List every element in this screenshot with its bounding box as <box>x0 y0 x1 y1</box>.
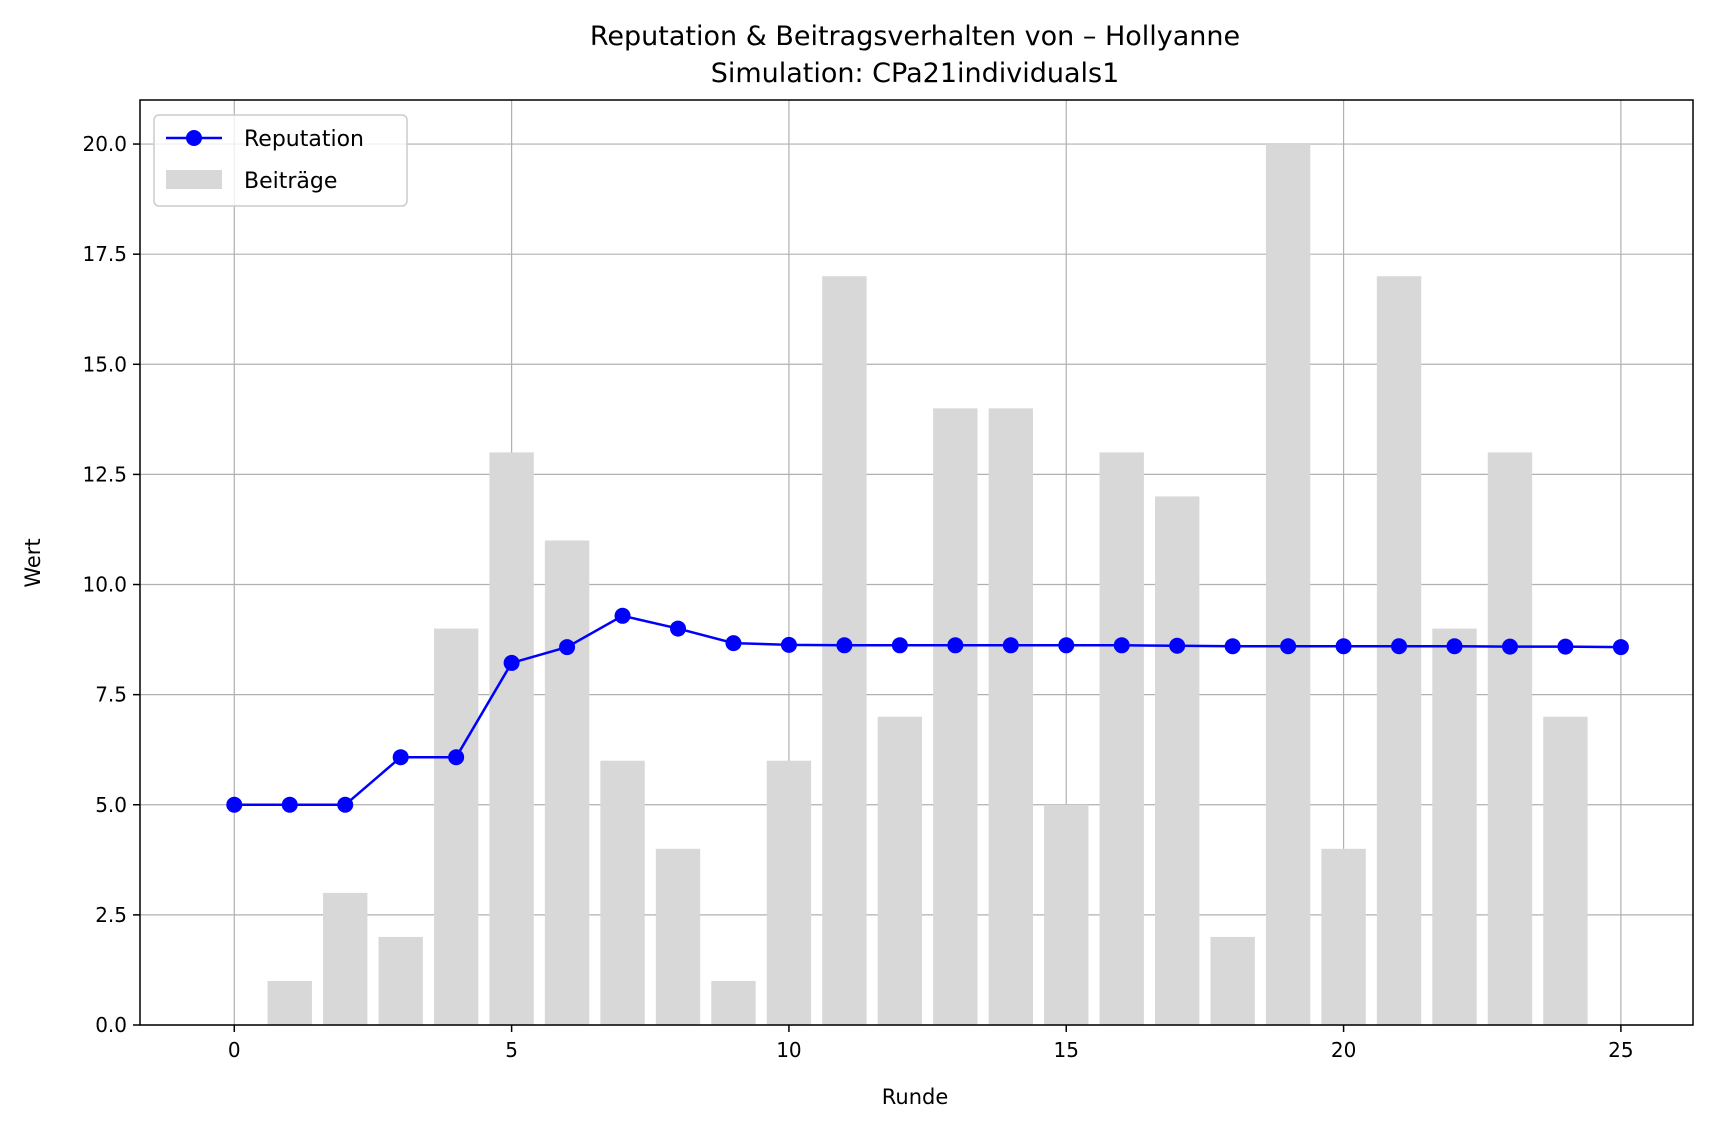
y-tick-label: 7.5 <box>95 683 127 707</box>
x-tick-label: 10 <box>776 1038 801 1062</box>
y-tick-label: 15.0 <box>82 352 127 376</box>
legend-contributions-label: Beiträge <box>244 169 337 194</box>
y-tick-label: 10.0 <box>82 573 127 597</box>
contribution-bar <box>600 760 645 1025</box>
contribution-bar <box>267 980 312 1025</box>
y-tick-label: 17.5 <box>82 242 127 266</box>
contribution-bar <box>489 452 534 1025</box>
contribution-bar <box>1543 716 1588 1025</box>
reputation-point <box>281 796 298 813</box>
x-ticks: 0 5 10 15 20 25 <box>228 1025 1634 1062</box>
reputation-polyline <box>234 614 1621 807</box>
reputation-point <box>503 654 520 671</box>
axes-frame <box>139 99 1694 1026</box>
x-axis-label: Runde <box>882 1085 949 1109</box>
y-tick-label: 20.0 <box>82 132 127 156</box>
contribution-bar <box>877 716 923 1025</box>
legend-contributions-swatch <box>166 170 222 189</box>
reputation-point <box>1557 638 1574 655</box>
reputation-point <box>1169 637 1186 654</box>
contribution-bar <box>1044 804 1089 1025</box>
y-tick-label: 2.5 <box>95 903 127 927</box>
reputation-point <box>725 635 742 652</box>
reputation-point <box>1446 638 1463 655</box>
y-axis-label: Wert <box>21 538 45 587</box>
contribution-bar <box>711 980 756 1025</box>
reputation-point <box>670 620 687 637</box>
reputation-point <box>891 637 908 654</box>
reputation-point <box>392 749 409 766</box>
reputation-point <box>337 796 354 813</box>
legend-reputation-marker <box>186 130 202 146</box>
y-tick-label: 0.0 <box>95 1013 127 1037</box>
contribution-bar <box>1321 848 1366 1025</box>
legend-reputation-label: Reputation <box>244 127 364 152</box>
legend: Reputation Beiträge <box>153 114 408 207</box>
contribution-bar <box>1487 452 1533 1025</box>
contribution-bar <box>1099 452 1144 1025</box>
reputation-point <box>559 639 576 656</box>
contribution-bar <box>988 408 1033 1025</box>
chart-subtitle: Simulation: CPa21individuals1 <box>711 58 1120 89</box>
contribution-bar <box>378 936 423 1025</box>
reputation-point <box>1391 638 1408 655</box>
contribution-bar <box>433 628 479 1025</box>
reputation-point <box>448 749 465 766</box>
x-tick-label: 25 <box>1608 1038 1633 1062</box>
reputation-point <box>836 637 853 654</box>
plot-area: 0 5 10 15 20 25 0.0 2.5 5.0 7.5 10.0 12.5 15.0 17.5 2… <box>82 99 1694 1062</box>
reputation-line <box>226 607 1629 813</box>
reputation-point <box>1113 637 1130 654</box>
contribution-bar <box>766 760 812 1025</box>
reputation-point <box>226 796 243 813</box>
reputation-point <box>1501 638 1518 655</box>
x-tick-label: 5 <box>505 1038 518 1062</box>
contribution-bar <box>1154 496 1200 1025</box>
y-ticks: 0.0 2.5 5.0 7.5 10.0 12.5 15.0 17.5 20.0 <box>82 132 140 1037</box>
contribution-bars <box>267 144 1588 1026</box>
reputation-point <box>1224 638 1241 655</box>
contribution-bar <box>544 540 590 1025</box>
reputation-point <box>1335 638 1352 655</box>
contribution-bar <box>323 892 368 1025</box>
reputation-point <box>1002 637 1019 654</box>
chart-title: Reputation & Beitragsverhalten von – Hol… <box>590 21 1240 52</box>
contribution-bar <box>933 408 978 1025</box>
reputation-point <box>1058 637 1075 654</box>
contribution-bar <box>1210 936 1255 1025</box>
x-tick-label: 15 <box>1054 1038 1079 1062</box>
x-tick-label: 0 <box>228 1038 241 1062</box>
contribution-bar <box>655 848 701 1025</box>
reputation-point <box>947 637 964 654</box>
y-tick-label: 5.0 <box>95 793 127 817</box>
contribution-bar <box>1432 628 1477 1025</box>
reputation-point <box>1280 638 1297 655</box>
x-tick-label: 20 <box>1331 1038 1356 1062</box>
y-tick-label: 12.5 <box>82 462 127 486</box>
reputation-point <box>780 636 797 653</box>
contribution-bar <box>1265 144 1311 1026</box>
reputation-point <box>614 607 631 624</box>
reputation-point <box>1612 639 1629 656</box>
